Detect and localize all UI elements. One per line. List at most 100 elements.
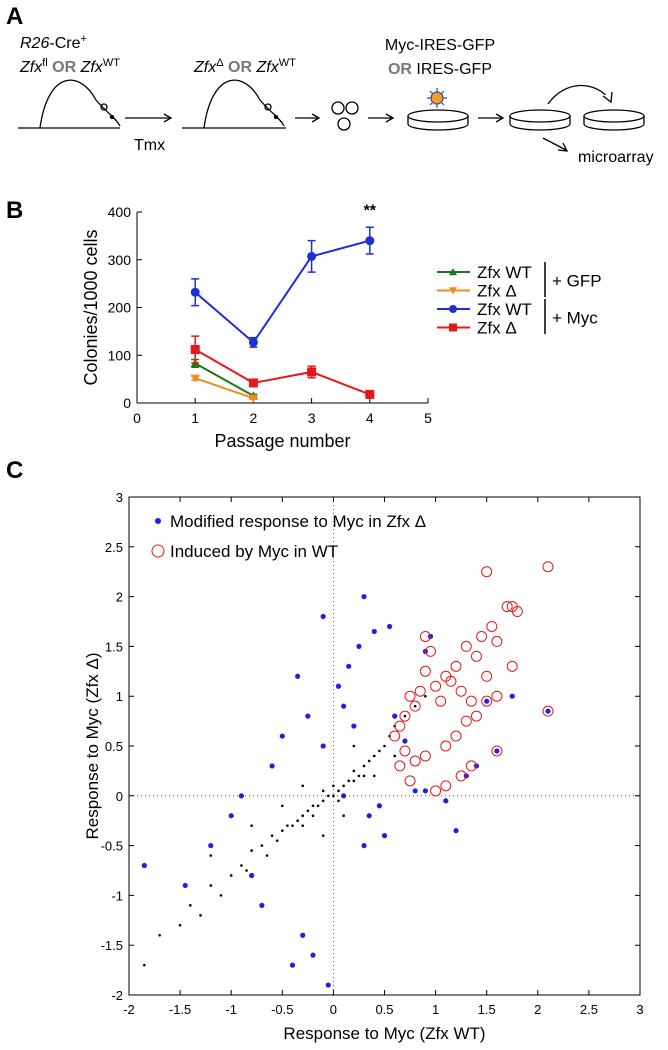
series-line — [194, 362, 254, 397]
text: + — [80, 33, 86, 45]
marker — [320, 613, 326, 620]
text: -Cre — [49, 35, 80, 52]
marker — [470, 710, 482, 722]
marker — [409, 700, 421, 712]
marker — [470, 650, 482, 662]
marker — [199, 914, 202, 917]
y-tick-label: 100 — [108, 347, 132, 363]
marker — [361, 594, 367, 600]
arrow — [368, 113, 395, 123]
marker — [404, 690, 416, 702]
marker — [337, 799, 340, 803]
y-tick-label: 200 — [108, 300, 132, 316]
marker — [325, 982, 331, 988]
marker — [250, 824, 253, 827]
marker — [321, 834, 325, 837]
marker — [453, 828, 459, 834]
marker — [365, 389, 375, 399]
marker — [245, 869, 248, 872]
marker — [402, 738, 408, 744]
series-line — [194, 348, 371, 396]
text: OR — [48, 59, 81, 76]
virus — [427, 88, 447, 108]
x-tick-label: -1 — [225, 1002, 237, 1017]
virus-label: OR IRES-GFP — [388, 61, 492, 78]
marker — [450, 730, 462, 742]
cell — [345, 101, 359, 115]
marker — [422, 788, 428, 794]
marker — [419, 665, 431, 677]
marker — [342, 784, 345, 788]
dish — [407, 109, 469, 123]
y-tick-label: 0.5 — [105, 739, 123, 754]
marker — [509, 693, 515, 699]
y-tick-label: 2 — [116, 590, 123, 605]
marker — [430, 680, 442, 692]
marker — [372, 754, 376, 758]
marker — [296, 819, 299, 822]
marker — [481, 695, 493, 707]
x-tick-label: 1 — [432, 1002, 439, 1017]
marker — [259, 902, 265, 908]
legend-label: Zfx WT — [477, 300, 532, 319]
virus-label: Myc-IRES-GFP — [385, 37, 495, 54]
marker — [155, 518, 161, 524]
series-line — [194, 239, 371, 344]
y-tick-label: 2.5 — [105, 540, 123, 555]
panel-label: B — [6, 197, 23, 224]
marker — [465, 760, 477, 772]
text: Zfx — [255, 59, 279, 76]
x-tick-label: 0.5 — [375, 1002, 393, 1017]
y-tick-label: -2 — [111, 988, 123, 1003]
x-tick-label: 2 — [534, 1002, 541, 1017]
marker — [440, 740, 452, 752]
marker — [332, 784, 335, 788]
cell — [337, 117, 351, 131]
y-tick-label: -1.5 — [101, 938, 123, 953]
legend-label: Induced by Myc in WT — [170, 542, 338, 561]
annotation: ** — [364, 202, 377, 219]
marker — [190, 374, 200, 383]
dish — [509, 116, 571, 131]
x-tick-label: -1.5 — [169, 1002, 191, 1017]
mouse — [182, 79, 286, 129]
marker — [307, 367, 317, 377]
x-tick-label: 1 — [191, 410, 199, 426]
dish — [509, 109, 571, 123]
marker — [399, 710, 411, 722]
text: Zfx — [80, 59, 104, 76]
cell — [331, 101, 345, 115]
arrow — [125, 113, 173, 123]
marker — [409, 755, 421, 767]
marker — [229, 874, 233, 877]
marker — [249, 872, 255, 879]
marker — [361, 843, 367, 849]
y-tick-label: 300 — [108, 252, 132, 268]
readout-label: microarray — [578, 149, 654, 166]
mouse-ear — [100, 103, 108, 111]
marker — [412, 788, 418, 794]
marker — [351, 723, 357, 729]
marker — [443, 798, 449, 804]
marker — [450, 660, 462, 672]
panel-label: C — [6, 457, 23, 484]
marker — [545, 708, 551, 714]
marker — [269, 763, 275, 769]
arrowhead — [602, 91, 613, 104]
marker — [209, 884, 213, 887]
marker — [481, 670, 493, 682]
marker — [404, 775, 416, 787]
marker — [491, 690, 503, 702]
marker — [310, 952, 316, 958]
marker — [381, 833, 388, 839]
marker — [365, 236, 375, 246]
mouse-eye — [109, 114, 115, 120]
marker — [300, 932, 306, 938]
marker — [394, 760, 406, 772]
marker — [248, 394, 258, 403]
marker — [306, 809, 310, 813]
marker — [281, 829, 284, 832]
marker — [307, 251, 317, 261]
y-tick-label: -1 — [111, 888, 123, 903]
marker — [362, 774, 366, 778]
